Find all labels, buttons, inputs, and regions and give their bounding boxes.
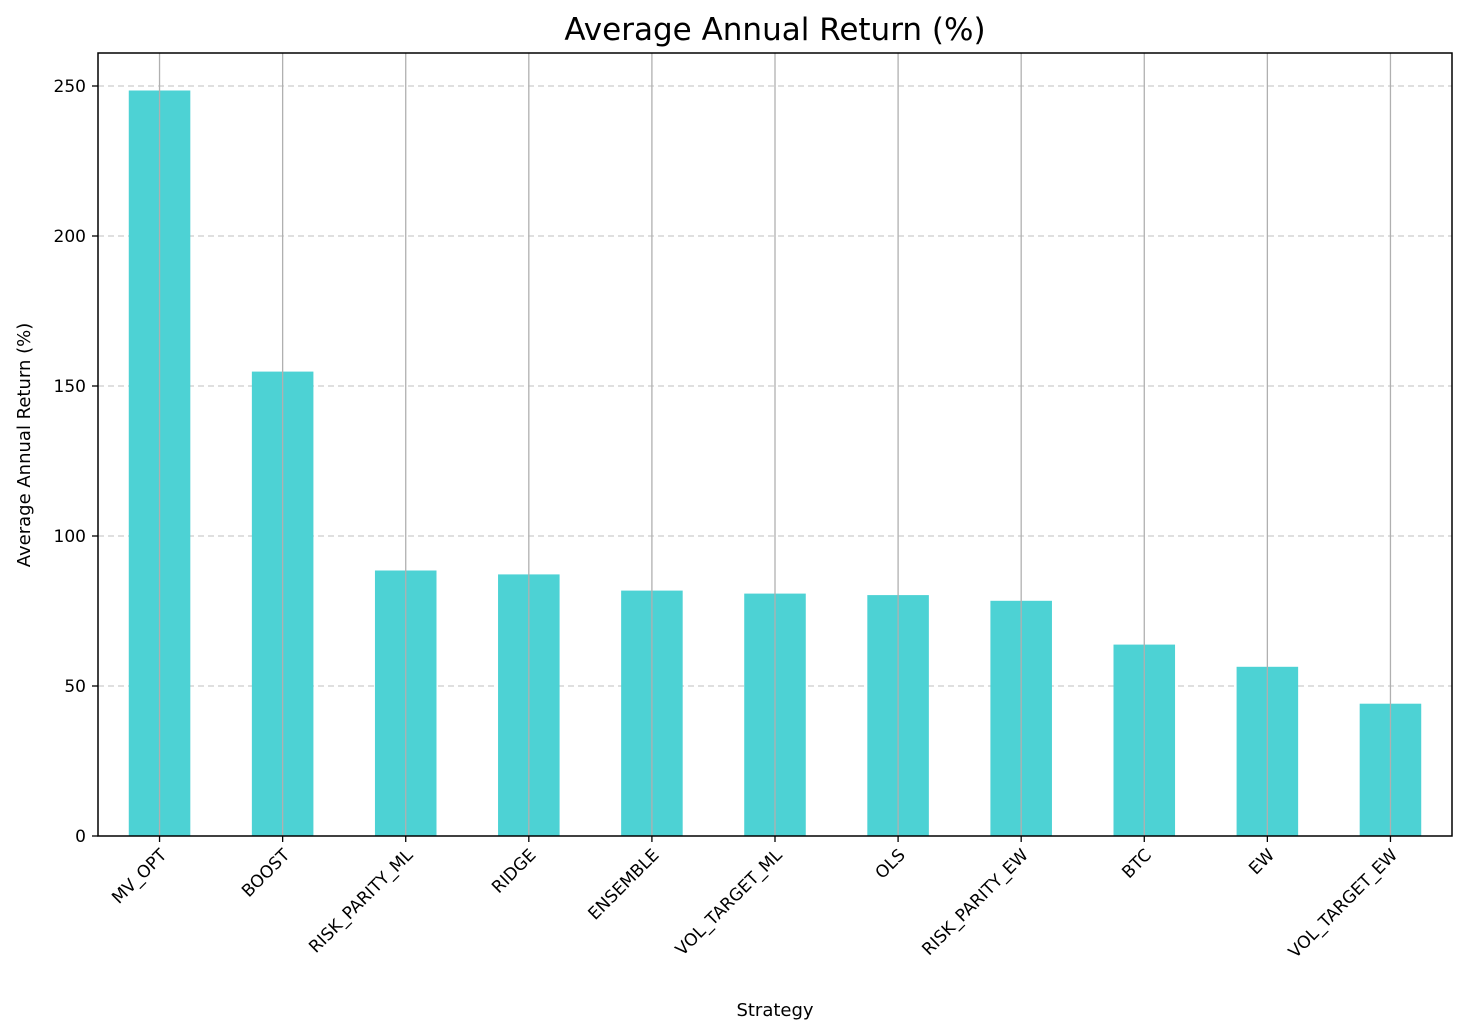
x-tick-label: RIDGE: [488, 845, 540, 897]
x-tick-label: BOOST: [238, 845, 295, 902]
x-axis-ticks: MV_OPT BOOST RISK_PARITY_ML RIDGE ENSEMBLE VO…: [108, 836, 1402, 962]
y-axis-label: Average Annual Return (%): [14, 323, 35, 568]
x-tick-label: VOL_TARGET_ML: [672, 845, 787, 960]
y-tick-label: 100: [54, 527, 86, 547]
x-tick-label: RISK_PARITY_EW: [918, 845, 1032, 959]
y-axis-ticks: 0 50 100 150 200 250: [54, 77, 98, 847]
x-tick-label: RISK_PARITY_ML: [305, 845, 417, 957]
x-tick-label: MV_OPT: [108, 845, 171, 908]
x-tick-label: EW: [1245, 845, 1279, 879]
x-tick-label: BTC: [1118, 845, 1155, 882]
y-tick-label: 0: [75, 827, 86, 847]
y-tick-label: 250: [54, 77, 86, 97]
x-tick-label: OLS: [872, 845, 910, 883]
y-tick-label: 150: [54, 377, 86, 397]
chart-title: Average Annual Return (%): [564, 12, 985, 48]
x-tick-label: ENSEMBLE: [585, 845, 664, 924]
y-tick-label: 50: [64, 677, 86, 697]
x-tick-label: VOL_TARGET_EW: [1285, 845, 1402, 962]
x-axis-label: Strategy: [736, 1000, 813, 1021]
y-tick-label: 200: [54, 227, 86, 247]
grid-layer: [98, 85, 1452, 687]
